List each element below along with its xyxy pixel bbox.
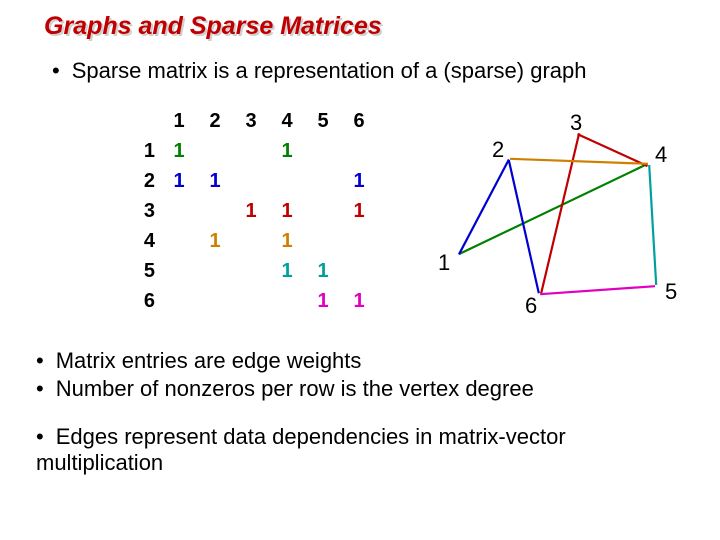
col-header: 1 <box>161 106 197 136</box>
matrix-row: 111 <box>120 136 377 166</box>
matrix-cell: 1 <box>197 226 233 256</box>
matrix-cell <box>233 256 269 286</box>
col-header: 3 <box>233 106 269 136</box>
matrix-cell: 1 <box>305 286 341 316</box>
graph-edge <box>510 159 648 164</box>
matrix-cell <box>269 166 305 196</box>
bullet-dot: • <box>36 348 44 373</box>
bullet-3: • Number of nonzeros per row is the verte… <box>36 376 534 402</box>
matrix-cell: 1 <box>197 166 233 196</box>
matrix-cell <box>305 226 341 256</box>
matrix-cell: 1 <box>269 256 305 286</box>
slide-title: Graphs and Sparse Matrices <box>44 12 382 41</box>
col-header: 5 <box>305 106 341 136</box>
bullet-1: • Sparse matrix is a representation of a … <box>52 58 587 84</box>
bullet-dot: • <box>36 376 44 401</box>
row-header: 3 <box>120 196 161 226</box>
matrix-cell <box>233 226 269 256</box>
col-header: 6 <box>341 106 377 136</box>
matrix-cell <box>269 286 305 316</box>
matrix-cell <box>197 286 233 316</box>
matrix-row: 2111 <box>120 166 377 196</box>
matrix-cell <box>197 256 233 286</box>
matrix-cell: 1 <box>269 196 305 226</box>
row-header: 2 <box>120 166 161 196</box>
graph-edge <box>540 286 655 294</box>
matrix-cell <box>305 196 341 226</box>
matrix-cell <box>341 226 377 256</box>
col-header: 4 <box>269 106 305 136</box>
graph-diagram: 123456 <box>430 115 690 310</box>
matrix-cell <box>161 196 197 226</box>
bullet-1-text: Sparse matrix is a representation of a (… <box>72 58 587 83</box>
col-header: 2 <box>197 106 233 136</box>
matrix-cell <box>233 286 269 316</box>
matrix-cell <box>305 166 341 196</box>
matrix-cell <box>161 286 197 316</box>
bullet-2: • Matrix entries are edge weights <box>36 348 361 374</box>
matrix-row: 5 11 <box>120 256 377 286</box>
matrix-cell <box>161 226 197 256</box>
bullet-dot: • <box>52 58 60 83</box>
bullet-3-text: Number of nonzeros per row is the vertex… <box>56 376 534 401</box>
matrix-cell <box>341 136 377 166</box>
matrix-row: 6 11 <box>120 286 377 316</box>
row-header: 5 <box>120 256 161 286</box>
matrix-cell <box>233 166 269 196</box>
matrix-cell: 1 <box>341 166 377 196</box>
bullet-2-text: Matrix entries are edge weights <box>56 348 362 373</box>
bullet-4: •Edges represent data dependencies in ma… <box>36 424 676 476</box>
graph-edge <box>649 165 656 285</box>
matrix-cell <box>197 136 233 166</box>
matrix-cell: 1 <box>269 226 305 256</box>
matrix-header-row: 1 2 3 4 5 6 <box>120 106 377 136</box>
graph-svg <box>430 115 690 310</box>
matrix-cell <box>161 256 197 286</box>
graph-edge <box>509 160 539 293</box>
matrix-row: 3111 <box>120 196 377 226</box>
row-header: 6 <box>120 286 161 316</box>
matrix-cell <box>233 136 269 166</box>
matrix-cell <box>341 256 377 286</box>
row-header: 1 <box>120 136 161 166</box>
matrix-cell <box>197 196 233 226</box>
bullet-dot: • <box>36 424 44 449</box>
matrix-cell: 1 <box>161 166 197 196</box>
graph-edge <box>459 159 509 254</box>
matrix-cell: 1 <box>341 196 377 226</box>
matrix-cell: 1 <box>269 136 305 166</box>
bullet-4-text: Edges represent data dependencies in mat… <box>36 424 566 475</box>
matrix-cell: 1 <box>305 256 341 286</box>
matrix-row: 4 1 1 <box>120 226 377 256</box>
matrix-cell <box>305 136 341 166</box>
adjacency-matrix: 1 2 3 4 5 6 11121113111411511611 <box>120 106 377 316</box>
matrix-cell: 1 <box>233 196 269 226</box>
row-header: 4 <box>120 226 161 256</box>
matrix-cell: 1 <box>161 136 197 166</box>
matrix-cell: 1 <box>341 286 377 316</box>
